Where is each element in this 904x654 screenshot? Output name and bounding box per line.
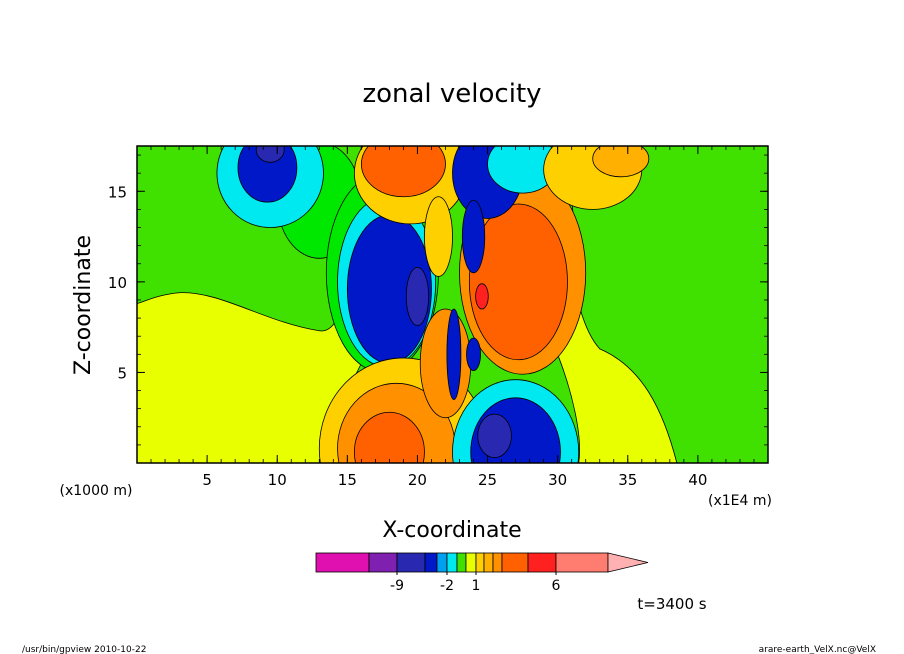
colorbar-swatch	[446, 552, 458, 573]
x-tick-label: 30	[548, 471, 567, 489]
x-tick-label: 15	[338, 471, 357, 489]
field-contour-region	[424, 196, 453, 277]
colorbar-swatch	[396, 552, 426, 573]
field-contour-region	[592, 146, 650, 178]
colorbar-swatch	[436, 552, 448, 573]
field-contour-region	[405, 266, 430, 326]
x-axis-unit: (x1E4 m)	[708, 493, 772, 509]
field-contour-region	[461, 199, 486, 274]
colorbar-swatch	[315, 552, 370, 573]
y-tick-label: 15	[108, 183, 127, 201]
field-contour-region	[466, 337, 481, 372]
colorbar-swatch	[456, 552, 467, 573]
field-contour-region	[353, 411, 425, 463]
colorbar-tick-label: 6	[552, 578, 561, 594]
x-axis-label: X-coordinate	[382, 518, 521, 543]
x-tick-label: 25	[478, 471, 497, 489]
field-contour-region	[237, 146, 298, 203]
time-label: t=3400 s	[637, 595, 706, 613]
colorbar-swatch	[483, 552, 494, 573]
field-contour-region	[446, 308, 462, 401]
y-tick-label: 5	[117, 364, 127, 382]
field-contour-region	[468, 203, 568, 361]
plot-frame	[136, 145, 769, 464]
colorbar-tick-label: -2	[440, 578, 454, 594]
colorbar: -9 -2 1 6	[315, 552, 649, 594]
colorbar-swatch	[555, 552, 609, 573]
colorbar-tick-label: 1	[472, 578, 481, 594]
colorbar-swatch	[368, 552, 398, 573]
colorbar-swatch	[475, 552, 485, 573]
x-tick-label: 5	[202, 471, 212, 489]
y-axis: 5 10 15	[108, 154, 768, 446]
footer-source-file: arare-earth_VelX.nc@VelX	[759, 645, 876, 654]
y-axis-label: Z-coordinate	[71, 235, 96, 375]
field-contour-region	[477, 413, 512, 458]
y-tick-label: 10	[108, 274, 127, 292]
field-contour-region	[475, 283, 489, 310]
field-contour-region	[419, 308, 472, 419]
colorbar-tick-label: -9	[390, 578, 404, 594]
x-tick-label: 20	[408, 471, 427, 489]
colorbar-swatch	[424, 552, 438, 573]
y-axis-unit: (x1000 m)	[60, 483, 133, 499]
plot-area	[137, 146, 768, 463]
colorbar-extend-arrow	[607, 552, 649, 573]
x-tick-label: 40	[688, 471, 707, 489]
field-contour-region	[360, 146, 446, 198]
colorbar-swatch	[492, 552, 503, 573]
x-tick-label: 10	[268, 471, 287, 489]
colorbar-swatch	[527, 552, 557, 573]
chart-title: zonal velocity	[362, 79, 541, 109]
colorbar-swatch	[465, 552, 477, 573]
x-tick-label: 35	[618, 471, 637, 489]
colorbar-swatch	[501, 552, 529, 573]
field-contour-region	[255, 146, 285, 163]
x-axis: 5 10 15 20 25 30 35 40	[150, 146, 755, 489]
footer-program-date: /usr/bin/gpview 2010-10-22	[22, 645, 146, 654]
